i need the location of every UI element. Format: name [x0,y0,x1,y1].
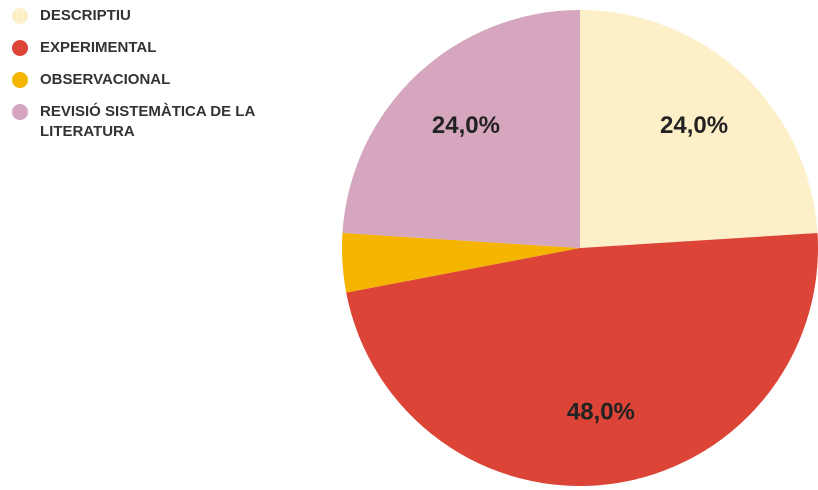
slice-label: 48,0% [567,399,635,426]
pie-slice [346,233,818,487]
pie-slice [342,233,580,293]
legend: DESCRIPTIU EXPERIMENTAL OBSERVACIONAL REVIS… [8,6,318,154]
legend-swatch [12,104,28,120]
slice-label: 24,0% [660,112,728,139]
legend-swatch [12,8,28,24]
legend-label: EXPERIMENTAL [40,39,157,56]
legend-item: OBSERVACIONAL [8,70,318,90]
legend-item: DESCRIPTIU [8,6,318,26]
legend-label: OBSERVACIONAL [40,71,171,88]
slice-label: 24,0% [432,112,500,139]
legend-label: REVISIÓ SISTEMÀTICA DE LA LITERATURA [40,103,255,140]
pie-slice [342,10,580,248]
legend-swatch [12,40,28,56]
legend-swatch [12,72,28,88]
legend-item: REVISIÓ SISTEMÀTICA DE LA LITERATURA [8,102,318,142]
legend-item: EXPERIMENTAL [8,38,318,58]
legend-label: DESCRIPTIU [40,7,131,24]
pie-slice [580,10,818,248]
